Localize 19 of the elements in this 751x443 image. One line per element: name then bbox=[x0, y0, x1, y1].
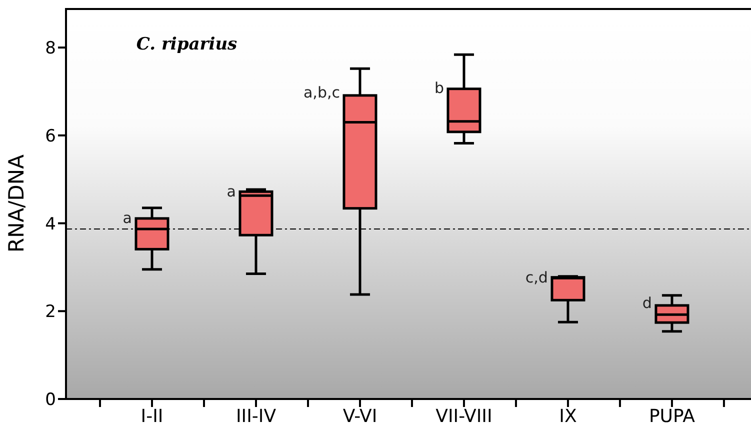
annotation: a bbox=[226, 182, 236, 201]
x-tick-label: V-VI bbox=[342, 406, 378, 427]
annotation: a,b,c bbox=[303, 83, 340, 102]
y-tick-label: 8 bbox=[45, 38, 56, 59]
y-tick-label: 4 bbox=[45, 214, 56, 234]
x-tick-label: PUPA bbox=[648, 406, 696, 427]
annotation: a bbox=[122, 208, 132, 227]
annotation: c,d bbox=[525, 268, 548, 287]
x-tick-label: IX bbox=[559, 406, 577, 427]
text: C. riparius bbox=[136, 34, 238, 55]
y-tick-label: 2 bbox=[45, 302, 56, 322]
x-tick-label: I-II bbox=[140, 406, 164, 427]
y-axis-title: RNA/DNA bbox=[4, 154, 28, 252]
y-tick-label: 6 bbox=[45, 126, 56, 146]
x-tick-label: III-IV bbox=[236, 406, 277, 427]
annotation: b bbox=[434, 78, 444, 97]
y-tick-label: 0 bbox=[45, 390, 56, 410]
x-tick-label: VII-VIII bbox=[436, 406, 492, 427]
annotation: d bbox=[642, 294, 652, 312]
